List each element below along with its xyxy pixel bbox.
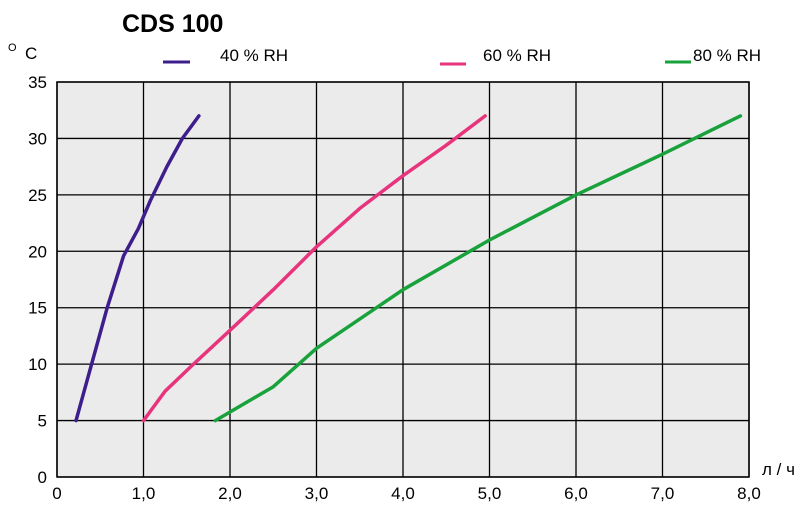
y-axis-unit-prefix: O xyxy=(8,42,17,54)
series-line-1 xyxy=(74,114,201,423)
y-tick-label: 0 xyxy=(38,468,47,487)
y-tick-label: 5 xyxy=(38,412,47,431)
x-tick-label: 6,0 xyxy=(564,484,588,503)
y-tick-labels: 0 5 10 15 20 25 30 35 xyxy=(28,73,47,487)
legend-label-2: 60 % RH xyxy=(483,46,551,65)
x-tick-label: 1,0 xyxy=(132,484,156,503)
x-tick-label: 8,0 xyxy=(737,484,761,503)
y-tick-label: 15 xyxy=(28,299,47,318)
series-layer xyxy=(74,114,743,423)
legend-label-1: 40 % RH xyxy=(220,46,288,65)
series-line-2 xyxy=(141,114,487,423)
y-tick-label: 25 xyxy=(28,186,47,205)
legend-label-3: 80 % RH xyxy=(693,46,761,65)
x-tick-label: 4,0 xyxy=(391,484,415,503)
chart-title: CDS 100 xyxy=(122,10,223,38)
series-line-3 xyxy=(213,114,743,423)
x-tick-label: 2,0 xyxy=(218,484,242,503)
x-tick-label: 5,0 xyxy=(478,484,502,503)
x-tick-label: 7,0 xyxy=(651,484,675,503)
y-tick-label: 30 xyxy=(28,129,47,148)
y-axis-unit: C xyxy=(25,44,37,63)
x-tick-label: 3,0 xyxy=(305,484,329,503)
y-tick-label: 35 xyxy=(28,73,47,92)
x-tick-label: 0 xyxy=(52,484,61,503)
legend: 40 % RH 60 % RH 80 % RH xyxy=(163,46,761,66)
y-tick-label: 20 xyxy=(28,242,47,261)
x-axis-unit: л / ч xyxy=(762,460,795,479)
x-tick-labels: 0 1,0 2,0 3,0 4,0 5,0 6,0 7,0 8,0 xyxy=(52,484,761,503)
y-tick-label: 10 xyxy=(28,355,47,374)
